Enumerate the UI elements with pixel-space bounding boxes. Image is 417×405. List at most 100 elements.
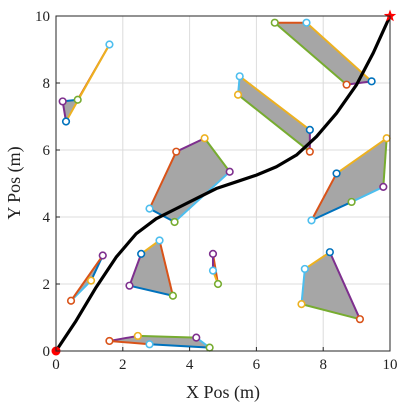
obstacle-edge bbox=[305, 21, 373, 83]
obstacle-vertex bbox=[302, 18, 311, 27]
plot-frame bbox=[55, 15, 391, 352]
x-tick-label: 4 bbox=[186, 357, 194, 373]
x-axis-label: X Pos (m) bbox=[186, 382, 260, 403]
obstacle-vertex bbox=[379, 182, 388, 191]
obstacle-vertex bbox=[367, 77, 376, 86]
obstacle-vertex bbox=[86, 276, 96, 285]
obstacle-vertex bbox=[200, 134, 209, 143]
obstacle-vertex bbox=[305, 125, 314, 134]
x-tick-label: 8 bbox=[319, 357, 327, 373]
x-tick-label: 2 bbox=[119, 357, 127, 373]
obstacle-1 bbox=[58, 40, 114, 126]
planned-path-line bbox=[54, 14, 392, 353]
obstacle-vertex bbox=[133, 331, 142, 341]
obstacle-edge bbox=[239, 75, 311, 131]
obstacle-edge bbox=[149, 343, 210, 349]
obstacle-vertex bbox=[168, 291, 177, 300]
obstacles-layer bbox=[58, 18, 391, 352]
x-tick-label: 6 bbox=[253, 357, 261, 373]
obstacle-vertex bbox=[235, 72, 244, 81]
goal-marker bbox=[383, 9, 397, 22]
obstacle-fill bbox=[311, 138, 387, 221]
obstacle-vertex bbox=[205, 343, 214, 352]
obstacle-7 bbox=[125, 236, 177, 300]
tick-labels: 0 2 4 6 8 10 0 2 4 6 8 10 bbox=[35, 9, 398, 373]
obstacle-edge bbox=[237, 93, 311, 153]
obstacle-vertex bbox=[325, 248, 334, 257]
obstacle-vertex bbox=[170, 217, 179, 227]
obstacle-vertex bbox=[58, 97, 67, 106]
obstacle-vertex bbox=[342, 80, 351, 89]
obstacle-vertex bbox=[332, 169, 341, 178]
obstacle-vertex bbox=[208, 249, 218, 258]
y-tick-label: 6 bbox=[43, 143, 51, 159]
y-tick-label: 0 bbox=[43, 344, 51, 360]
y-tick-label: 8 bbox=[43, 76, 51, 92]
obstacle-vertex bbox=[305, 147, 314, 156]
obstacle-vertex bbox=[225, 167, 234, 176]
obstacle-3 bbox=[233, 72, 314, 156]
obstacle-6 bbox=[66, 251, 107, 305]
x-tick-label: 0 bbox=[52, 357, 60, 373]
obstacle-vertex bbox=[213, 279, 223, 289]
obstacle-5 bbox=[307, 134, 391, 225]
obstacle-vertex bbox=[66, 296, 76, 305]
obstacle-4 bbox=[145, 134, 234, 227]
obstacle-vertex bbox=[145, 340, 154, 349]
obstacle-fill bbox=[301, 252, 360, 320]
obstacle-9 bbox=[297, 248, 365, 324]
obstacle-edge bbox=[203, 137, 231, 173]
obstacle-vertex bbox=[172, 147, 181, 156]
obstacle-vertex bbox=[382, 134, 391, 143]
obstacle-edge bbox=[301, 303, 361, 321]
obstacle-edge bbox=[129, 284, 174, 297]
obstacle-vertex bbox=[125, 281, 134, 290]
obstacle-edge bbox=[335, 137, 388, 175]
obstacle-fill bbox=[149, 138, 230, 223]
obstacle-edge bbox=[128, 253, 143, 287]
obstacle-edge bbox=[328, 251, 361, 320]
obstacle-vertex bbox=[233, 90, 243, 99]
obstacle-edge bbox=[148, 151, 178, 210]
obstacle-vertex bbox=[297, 300, 306, 309]
obstacle-vertex bbox=[347, 197, 356, 207]
y-tick-label: 4 bbox=[43, 210, 51, 226]
y-axis-label: Y Pos (m) bbox=[4, 146, 25, 219]
obstacle-vertex bbox=[105, 40, 114, 49]
path-layer bbox=[54, 14, 392, 353]
obstacle-edge bbox=[175, 137, 206, 153]
obstacle-fill bbox=[109, 335, 210, 348]
obstacle-fill bbox=[62, 44, 110, 122]
obstacle-vertex bbox=[300, 264, 309, 274]
obstacle-edge bbox=[70, 254, 104, 302]
obstacle-fill bbox=[274, 22, 372, 85]
obstacle-edge bbox=[311, 201, 353, 222]
obstacle-10 bbox=[105, 331, 214, 352]
obstacle-vertex bbox=[208, 266, 218, 275]
obstacle-vertex bbox=[98, 251, 107, 260]
obstacle-vertex bbox=[105, 336, 114, 346]
obstacle-vertex bbox=[137, 249, 146, 258]
obstacle-edge bbox=[109, 334, 139, 342]
obstacle-vertex bbox=[145, 204, 154, 213]
y-tick-label: 10 bbox=[35, 9, 50, 25]
obstacle-edge bbox=[310, 172, 338, 221]
obstacle-vertex bbox=[155, 236, 164, 245]
obstacle-2 bbox=[270, 18, 376, 89]
obstacle-vertex bbox=[192, 333, 201, 342]
obstacle-vertex bbox=[355, 315, 365, 324]
obstacle-edge bbox=[137, 334, 197, 339]
obstacle-edge bbox=[109, 339, 150, 346]
obstacle-edge bbox=[304, 251, 331, 270]
obstacle-edge bbox=[382, 138, 388, 187]
obstacle-edge bbox=[158, 240, 174, 296]
obstacle-vertex bbox=[61, 117, 71, 126]
x-tick-label: 10 bbox=[383, 357, 398, 373]
obstacle-vertex bbox=[307, 216, 316, 225]
obstacle-edge bbox=[65, 43, 111, 123]
obstacle-vertex bbox=[270, 18, 279, 27]
obstacle-edge bbox=[351, 185, 384, 203]
obstacle-fill bbox=[238, 76, 310, 152]
